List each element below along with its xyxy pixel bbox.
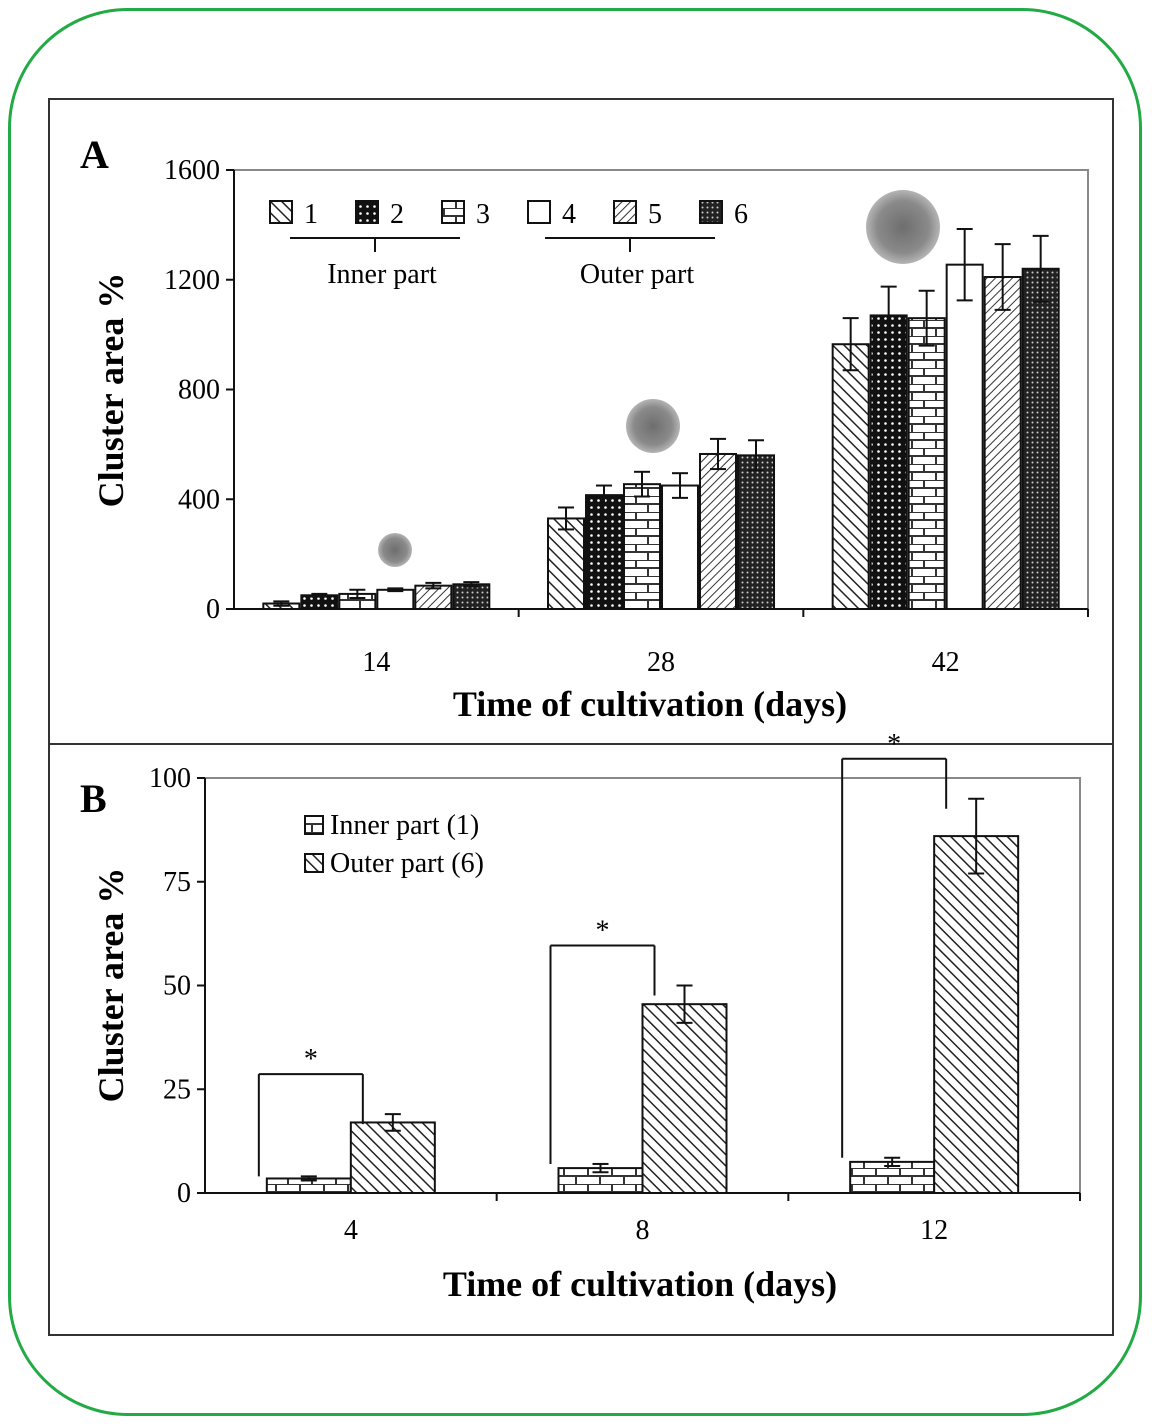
x-tick-label: 42 — [932, 647, 960, 678]
significance-bracket: * — [257, 1044, 364, 1177]
legend-label: 5 — [648, 199, 662, 230]
significance-bracket: * — [549, 916, 656, 1164]
panel-divider — [48, 743, 1114, 745]
bar — [699, 452, 737, 610]
significance-star: * — [304, 1044, 318, 1075]
y-tick-label: 1200 — [164, 265, 220, 296]
bar — [1021, 267, 1060, 610]
legend-swatch — [527, 200, 551, 224]
legend-b: Inner part (1) Outer part (6) — [304, 810, 484, 879]
legend-label: Outer part (6) — [330, 848, 484, 879]
bar — [983, 276, 1022, 610]
cluster-image-day28 — [626, 399, 680, 453]
panel-b-xlabel: Time of cultivation (days) — [443, 1264, 837, 1304]
legend-swatch — [355, 200, 379, 224]
significance-star: * — [887, 729, 901, 760]
x-tick-label: 12 — [920, 1215, 948, 1246]
y-tick-label: 1600 — [164, 155, 220, 186]
group-label-inner: Inner part — [327, 259, 437, 290]
legend-swatch — [441, 200, 465, 224]
bar — [452, 583, 491, 611]
bar — [907, 317, 946, 610]
legend-label: 6 — [734, 199, 748, 230]
legend-a: 1 2 3 4 5 6 Inner part Outer part — [269, 199, 748, 290]
bar — [849, 1160, 936, 1194]
legend-label: 1 — [304, 199, 318, 230]
panel-b-ylabel: Cluster area % — [91, 868, 131, 1103]
bar — [376, 588, 415, 611]
legend-label: 4 — [562, 199, 576, 230]
bar — [349, 1121, 436, 1194]
y-tick-label: 25 — [163, 1074, 191, 1105]
x-tick-label: 14 — [362, 647, 390, 678]
significance-star: * — [596, 916, 610, 947]
bar — [737, 454, 775, 610]
panel-a-label: A — [80, 132, 109, 177]
x-tick-label: 4 — [344, 1215, 358, 1246]
legend-swatch — [613, 200, 637, 224]
legend-label: Inner part (1) — [330, 810, 479, 841]
bar — [585, 494, 623, 610]
y-tick-label: 400 — [178, 484, 220, 515]
figure-border — [48, 98, 1114, 1336]
y-tick-label: 0 — [177, 1178, 191, 1209]
legend-swatch — [269, 200, 293, 224]
cluster-image-day42 — [866, 190, 940, 264]
legend-label: 3 — [476, 199, 490, 230]
y-tick-label: 75 — [163, 867, 191, 898]
y-tick-label: 100 — [149, 763, 191, 794]
bar — [547, 517, 585, 610]
legend-swatch — [304, 853, 324, 873]
bar — [623, 483, 661, 610]
legend-swatch — [304, 815, 324, 835]
panel-b-label: B — [80, 776, 107, 821]
significance-bracket: * — [841, 729, 948, 1158]
legend-swatch — [699, 200, 723, 224]
y-tick-label: 800 — [178, 375, 220, 406]
cluster-image-day14 — [378, 533, 412, 567]
x-tick-label: 28 — [647, 647, 675, 678]
bar — [933, 835, 1020, 1194]
panel-a-ylabel: Cluster area % — [91, 273, 131, 508]
bar — [945, 263, 984, 610]
bar — [641, 1003, 728, 1194]
y-tick-label: 50 — [163, 971, 191, 1002]
legend-label: 2 — [390, 199, 404, 230]
panel-a-xlabel: Time of cultivation (days) — [453, 684, 847, 724]
bar — [831, 343, 870, 610]
group-label-outer: Outer part — [580, 259, 695, 290]
bar — [661, 484, 699, 610]
x-tick-label: 8 — [636, 1215, 650, 1246]
rounded-frame — [8, 8, 1142, 1416]
bar — [869, 314, 908, 610]
y-tick-label: 0 — [206, 594, 220, 625]
